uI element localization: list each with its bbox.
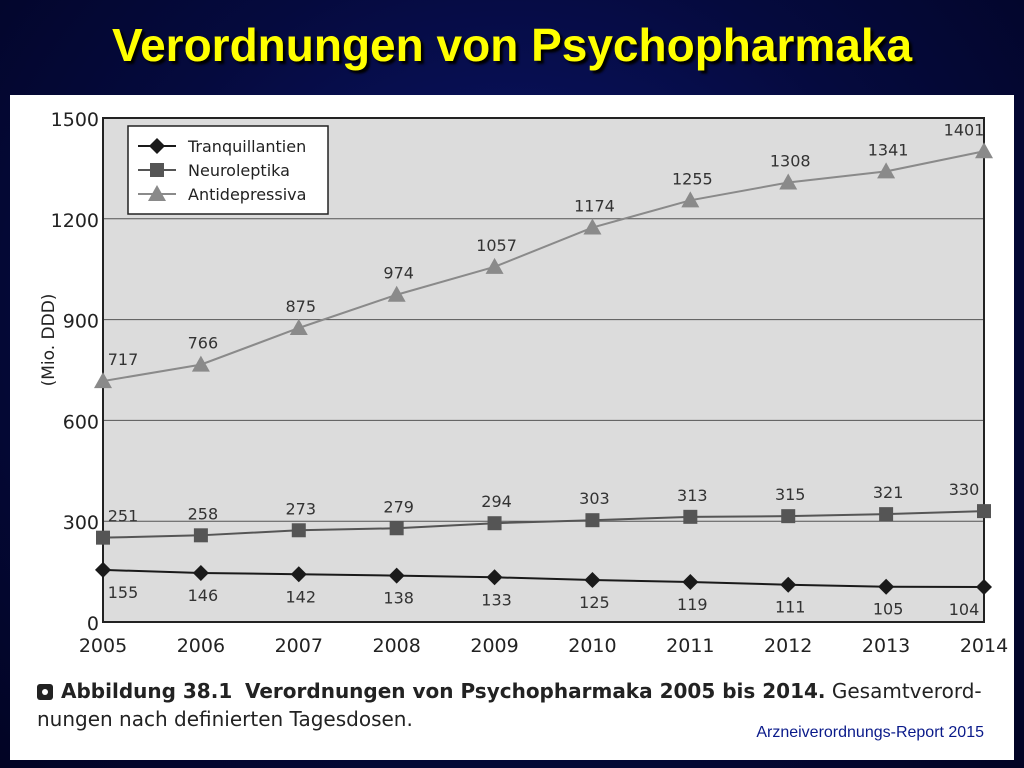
y-tick-label: 300 [63,512,99,534]
slide-title: Verordnungen von Psychopharmaka [111,19,913,71]
data-label-neuroleptika: 321 [873,483,904,502]
x-tick-label: 2010 [568,635,616,657]
legend-label-neuroleptika: Neuroleptika [188,161,290,180]
legend-marker-neuroleptika [150,163,164,177]
data-point-neuroleptika [781,509,796,524]
y-tick-label: 600 [63,411,99,433]
data-point-antidepressiva [583,218,602,235]
data-point-tranquillantien [192,564,209,581]
data-label-antidepressiva: 717 [108,350,139,369]
data-label-neuroleptika: 279 [383,497,414,516]
data-point-tranquillantien [290,566,307,583]
source-note: Arzneiverordnungs-Report 2015 [756,724,984,741]
data-label-neuroleptika: 313 [677,486,708,505]
x-tick-label: 2012 [764,635,812,657]
data-label-antidepressiva: 1255 [672,169,713,188]
y-tick-label: 1200 [51,210,99,232]
line-chart: 0 300 600 900 1200 1500 2005 2006 2007 2008 2009 20… [39,109,1008,657]
data-point-antidepressiva [975,142,993,159]
y-tick-label: 900 [63,311,99,333]
data-point-neuroleptika [879,507,894,522]
y-tick-label: 0 [87,613,99,635]
data-label-tranquillantien: 111 [775,598,806,617]
data-point-neuroleptika [389,521,404,536]
data-point-antidepressiva [681,191,700,208]
x-tick-label: 2011 [666,635,714,657]
x-tick-label: 2007 [275,635,323,657]
data-label-antidepressiva: 1341 [868,140,909,159]
data-label-neuroleptika: 294 [481,492,512,511]
data-point-neuroleptika [96,530,110,545]
data-label-antidepressiva: 1401 [944,120,985,139]
x-tick-label: 2014 [960,635,1008,657]
data-point-neuroleptika [487,516,502,531]
data-label-antidepressiva: 875 [286,297,317,316]
data-label-tranquillantien: 125 [579,593,610,612]
data-label-tranquillantien: 119 [677,595,708,614]
data-label-tranquillantien: 138 [383,589,414,608]
caption-bullet-icon [37,684,53,700]
data-label-neuroleptika: 330 [949,480,980,499]
data-label-antidepressiva: 1308 [770,152,811,171]
data-point-antidepressiva [191,355,210,372]
x-tick-label: 2005 [79,635,127,657]
data-point-antidepressiva [387,285,406,302]
x-tick-label: 2009 [470,635,518,657]
caption-text: Gesamtverord­nungen nach definierten Tag… [37,679,982,731]
data-point-antidepressiva [485,257,504,274]
data-point-antidepressiva [289,319,308,335]
data-label-neuroleptika: 315 [775,485,806,504]
data-label-neuroleptika: 251 [108,507,139,526]
data-point-neuroleptika [977,504,991,519]
figure-panel: 0 300 600 900 1200 1500 2005 2006 2007 2008 2009 20… [10,95,1014,760]
data-label-antidepressiva: 1057 [476,236,517,255]
data-point-neuroleptika [193,528,208,543]
legend-label-tranquillantien: Tranquillantien [187,137,306,156]
x-tick-label: 2013 [862,635,910,657]
data-point-tranquillantien [584,572,601,588]
data-point-tranquillantien [95,561,111,578]
legend-marker-tranquillantien [149,138,165,154]
legend-label-antidepressiva: Antidepressiva [188,185,306,204]
series-line-antidepressiva [102,150,985,383]
data-point-antidepressiva [779,173,798,190]
x-tick-label: 2008 [372,635,420,657]
caption-title: Verordnungen von Psychopharmaka 2005 bis… [244,679,826,703]
series-line-neuroleptika [102,510,985,539]
data-label-antidepressiva: 766 [188,334,219,353]
x-tick-label: 2006 [177,635,225,657]
data-point-tranquillantien [486,569,503,586]
data-label-neuroleptika: 273 [286,499,317,518]
plot-frame [102,117,985,623]
data-point-antidepressiva [877,162,896,179]
data-point-antidepressiva [94,372,112,389]
data-label-tranquillantien: 146 [188,586,219,605]
y-axis-label: (Mio. DDD) [39,294,59,387]
data-label-tranquillantien: 155 [108,583,139,602]
data-label-tranquillantien: 104 [949,600,980,619]
data-point-tranquillantien [682,574,699,591]
data-label-neuroleptika: 258 [188,504,219,523]
data-label-tranquillantien: 142 [286,587,317,606]
data-point-tranquillantien [780,576,797,593]
data-label-antidepressiva: 974 [383,264,414,283]
data-point-neuroleptika [291,523,306,538]
data-label-neuroleptika: 303 [579,489,610,508]
data-point-neuroleptika [585,513,600,528]
data-point-neuroleptika [683,509,698,524]
series-line-tranquillantien [102,568,985,589]
data-point-tranquillantien [976,579,992,596]
data-point-tranquillantien [878,578,895,595]
data-label-antidepressiva: 1174 [574,197,615,216]
data-point-tranquillantien [388,567,405,584]
y-tick-label: 1500 [51,109,99,131]
data-label-tranquillantien: 105 [873,600,904,619]
data-label-tranquillantien: 133 [481,590,512,609]
figure-caption: Abbildung 38.1 Verordnungen von Psychoph… [37,677,987,733]
caption-label: Abbildung 38.1 [61,679,233,703]
legend-marker-antidepressiva [148,185,166,201]
